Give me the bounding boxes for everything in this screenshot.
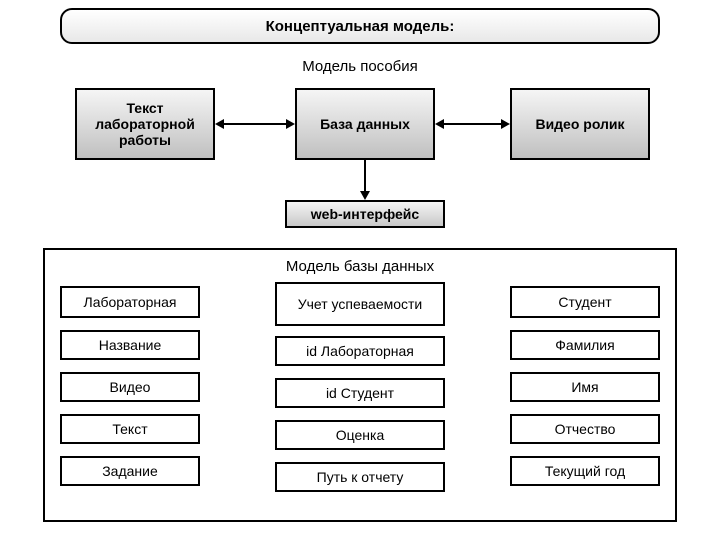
title-text: Концептуальная модель: (266, 18, 455, 35)
col2-cell-3: Оценка (275, 420, 445, 450)
col2-cell-0: Учет успеваемости (275, 282, 445, 326)
db-title: Модель базы данных (260, 258, 460, 275)
col2-cell-1: id Лабораторная (275, 336, 445, 366)
arrow-down (364, 160, 366, 198)
col1-cell-0: Лабораторная (60, 286, 200, 318)
arrow-left-center (217, 123, 293, 125)
node-video-label: Видео ролик (535, 116, 624, 132)
node-web-label: web-интерфейс (311, 206, 419, 222)
col2-cell-4: Путь к отчету (275, 462, 445, 492)
node-web: web-интерфейс (285, 200, 445, 228)
col3-cell-1: Фамилия (510, 330, 660, 360)
col3-cell-3: Отчество (510, 414, 660, 444)
node-database-label: База данных (320, 116, 410, 132)
node-database: База данных (295, 88, 435, 160)
col3-cell-0: Студент (510, 286, 660, 318)
arrow-center-right (437, 123, 508, 125)
col2-cell-2: id Студент (275, 378, 445, 408)
col1-cell-4: Задание (60, 456, 200, 486)
node-video: Видео ролик (510, 88, 650, 160)
col3-cell-2: Имя (510, 372, 660, 402)
col1-cell-1: Название (60, 330, 200, 360)
col1-cell-2: Видео (60, 372, 200, 402)
col1-cell-3: Текст (60, 414, 200, 444)
col3-cell-4: Текущий год (510, 456, 660, 486)
node-text-lab-label: Текст лабораторной работы (81, 100, 209, 148)
subtitle: Модель пособия (0, 58, 720, 75)
title-box: Концептуальная модель: (60, 8, 660, 44)
node-text-lab: Текст лабораторной работы (75, 88, 215, 160)
